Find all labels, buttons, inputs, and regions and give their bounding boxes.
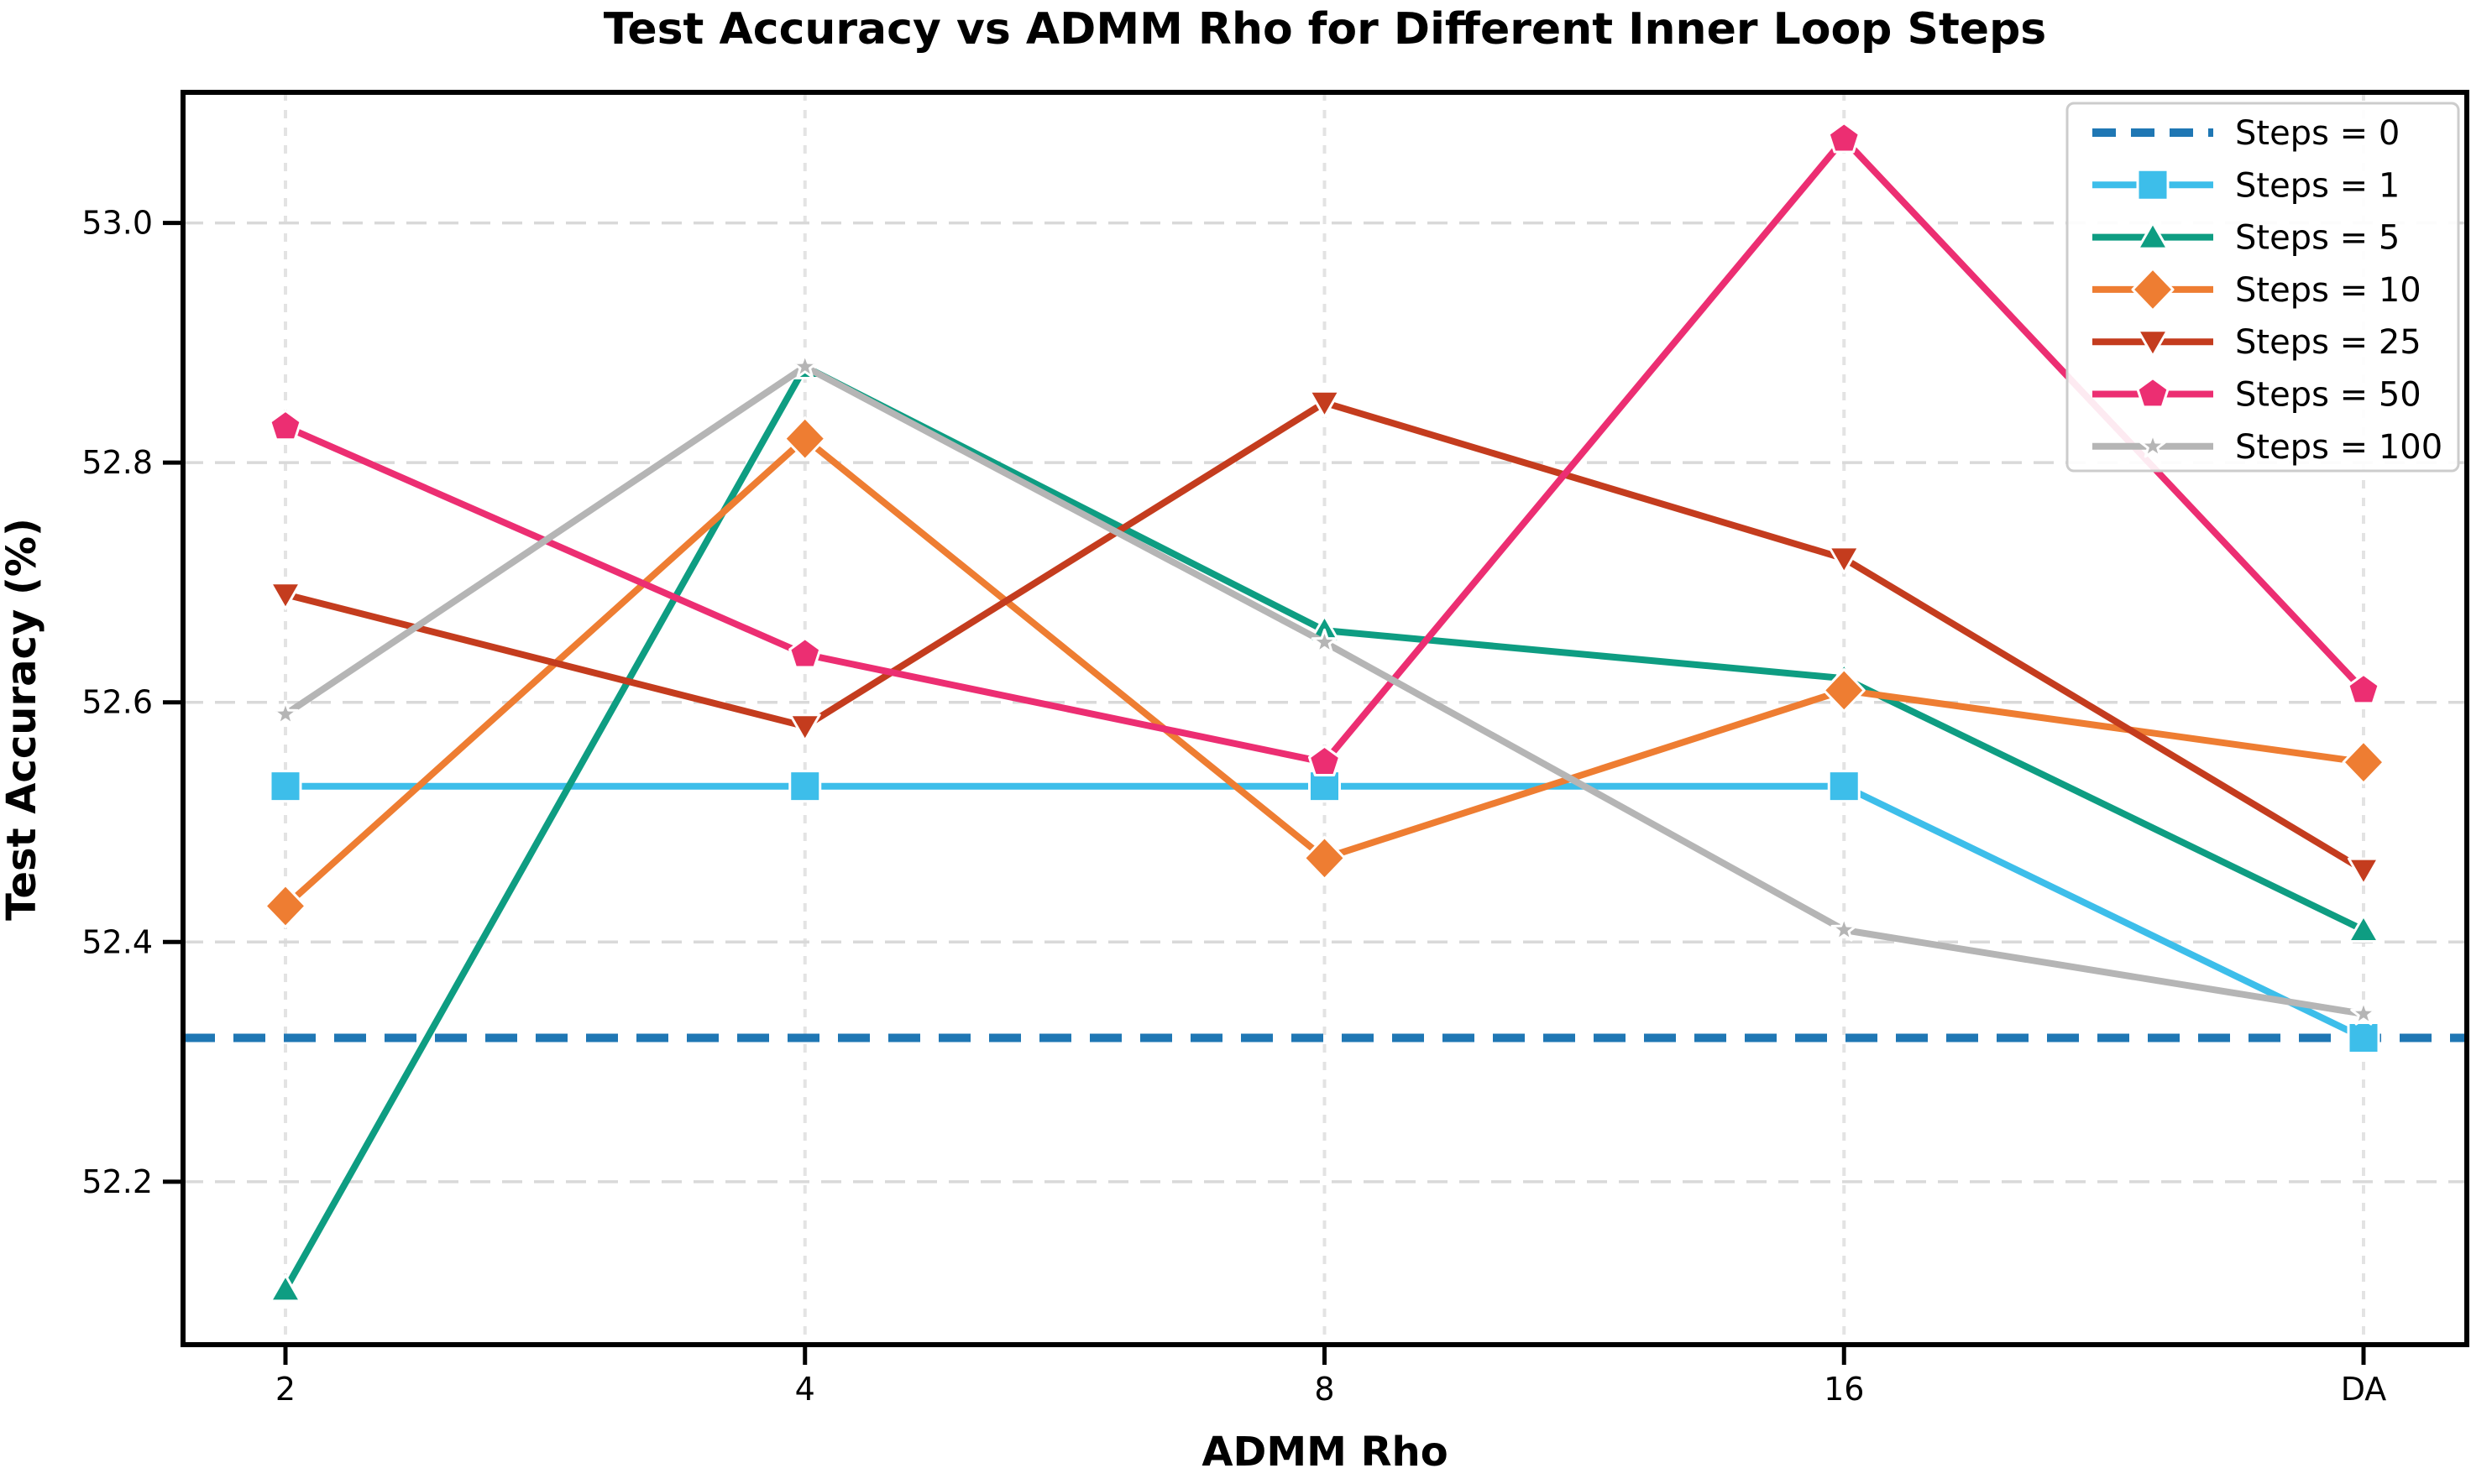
legend-marker bbox=[2131, 267, 2175, 312]
series-Steps5 bbox=[270, 351, 2379, 1303]
legend: Steps = 0 Steps = 1 Steps = 5 Steps = 10 Ste… bbox=[2065, 102, 2460, 473]
data-point-marker bbox=[1308, 389, 1341, 419]
y-tick-label: 53.0 bbox=[81, 205, 153, 242]
y-axis-label: Test Accuracy (%) bbox=[0, 518, 45, 921]
legend-marker bbox=[2137, 329, 2169, 358]
legend-entry: Steps = 100 bbox=[2092, 428, 2442, 467]
legend-entry: Steps = 0 bbox=[2092, 114, 2400, 153]
legend-label: Steps = 100 bbox=[2235, 428, 2442, 467]
x-tick-label: 2 bbox=[275, 1371, 296, 1408]
data-point-marker bbox=[2347, 672, 2380, 705]
data-point-marker bbox=[2348, 857, 2379, 886]
x-tick-label: 8 bbox=[1314, 1371, 1334, 1408]
data-point-marker bbox=[1822, 667, 1866, 713]
data-point-marker bbox=[1828, 546, 1861, 574]
data-point-marker bbox=[272, 700, 299, 726]
legend-entry: Steps = 10 bbox=[2092, 267, 2421, 312]
data-point-marker bbox=[2342, 739, 2385, 785]
data-point-marker bbox=[783, 416, 827, 462]
data-point-marker bbox=[791, 353, 819, 379]
series-Steps25 bbox=[270, 389, 2379, 886]
legend-marker bbox=[2136, 377, 2170, 409]
legend-entry: Steps = 25 bbox=[2092, 323, 2421, 362]
series-Steps1 bbox=[269, 770, 2380, 1054]
data-point-marker bbox=[269, 770, 302, 803]
data-point-marker bbox=[1830, 916, 1858, 942]
data-point-marker bbox=[1827, 122, 1861, 154]
y-tick-label: 52.4 bbox=[81, 923, 153, 960]
chart-title: Test Accuracy vs ADMM Rho for Different … bbox=[604, 4, 2047, 55]
series-line bbox=[282, 782, 2367, 1042]
data-point-marker bbox=[1303, 835, 1346, 880]
legend-label: Steps = 5 bbox=[2235, 219, 2400, 258]
series-Steps50 bbox=[269, 122, 2380, 776]
x-tick-label: DA bbox=[2341, 1371, 2387, 1408]
data-point-marker bbox=[2347, 1021, 2380, 1054]
data-point-marker bbox=[788, 713, 821, 742]
axis-ticks: 52.2 52.4 52.6 52.8 53.0 2 4 8 16 DA bbox=[81, 205, 2386, 1408]
legend-label: Steps = 25 bbox=[2235, 323, 2421, 362]
data-point-marker bbox=[2348, 914, 2379, 943]
data-point-marker bbox=[788, 637, 822, 669]
plot-border bbox=[181, 90, 2469, 1347]
data-point-marker bbox=[1307, 745, 1342, 776]
x-tick-label: 4 bbox=[795, 1371, 815, 1408]
series-Steps10 bbox=[264, 416, 2385, 928]
series-Steps100 bbox=[272, 353, 2377, 1026]
y-tick-label: 52.6 bbox=[81, 684, 153, 721]
data-point-marker bbox=[269, 409, 302, 442]
data-point-marker bbox=[2350, 1000, 2377, 1026]
legend-label: Steps = 1 bbox=[2235, 166, 2400, 205]
legend-marker bbox=[2137, 222, 2169, 250]
legend-entry: Steps = 50 bbox=[2092, 376, 2421, 415]
legend-marker bbox=[2136, 168, 2170, 201]
y-tick-label: 52.8 bbox=[81, 444, 153, 481]
legend-entry: Steps = 1 bbox=[2092, 166, 2400, 205]
data-point-marker bbox=[270, 1273, 301, 1303]
x-tick-label: 16 bbox=[1824, 1371, 1864, 1408]
grid bbox=[183, 92, 2467, 1345]
legend-label: Steps = 10 bbox=[2235, 271, 2421, 310]
y-tick-label: 52.2 bbox=[81, 1163, 153, 1200]
legend-label: Steps = 0 bbox=[2235, 114, 2400, 153]
data-point-marker bbox=[270, 582, 301, 610]
x-axis-label: ADMM Rho bbox=[1202, 1429, 1448, 1476]
data-point-marker bbox=[1311, 628, 1338, 654]
data-point-marker bbox=[1827, 770, 1861, 803]
data-point-marker bbox=[788, 770, 822, 803]
legend-marker bbox=[2139, 432, 2166, 458]
data-point-marker bbox=[264, 883, 307, 928]
legend-label: Steps = 50 bbox=[2235, 376, 2421, 415]
legend-entry: Steps = 5 bbox=[2092, 219, 2400, 258]
